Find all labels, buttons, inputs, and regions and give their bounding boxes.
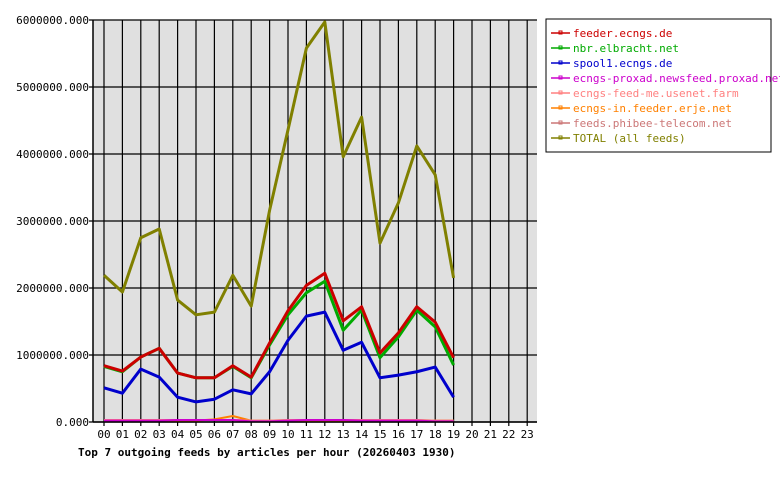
x-axis-label: Top 7 outgoing feeds by articles per hou… (78, 446, 456, 459)
y-tick-label: 3000000.000 (16, 215, 89, 228)
legend-marker (558, 105, 563, 110)
x-tick-label: 20 (465, 428, 478, 441)
x-tick-label: 17 (410, 428, 423, 441)
x-tick-label: 11 (300, 428, 313, 441)
x-tick-label: 09 (263, 428, 276, 441)
series-line-feeder-ecngs-de (103, 271, 455, 380)
legend-box (545, 18, 772, 153)
x-tick-label: 15 (373, 428, 386, 441)
x-tick-label: 02 (134, 428, 147, 441)
legend-marker (558, 60, 563, 65)
legend-entry: nbr.elbracht.net (573, 42, 679, 55)
legend-marker (558, 90, 563, 95)
x-tick-label: 04 (171, 428, 185, 441)
x-tick-label: 03 (153, 428, 166, 441)
legend-marker (558, 30, 563, 35)
x-tick-label: 05 (189, 428, 202, 441)
series-line-spool1-ecngs-de (103, 310, 455, 404)
x-tick-label: 18 (429, 428, 442, 441)
legend-entry: ecngs-feed-me.usenet.farm (573, 87, 739, 100)
x-tick-label: 21 (484, 428, 497, 441)
legend-entry: spool1.ecngs.de (573, 57, 672, 70)
series-line-ecngs-proxad-newsfeed-proxad-net (104, 418, 454, 423)
legend-entry: feeds.phibee-telecom.net (573, 117, 732, 130)
legend-marker (558, 75, 563, 80)
x-tick-label: 12 (318, 428, 331, 441)
series-line-total-all-feeds- (102, 20, 456, 317)
x-tick-label: 13 (337, 428, 350, 441)
x-tick-label: 19 (447, 428, 460, 441)
y-tick-label: 5000000.000 (16, 81, 89, 94)
legend-entry: ecngs-in.feeder.erje.net (573, 102, 732, 115)
x-tick-label: 22 (502, 428, 515, 441)
x-tick-label: 06 (208, 428, 221, 441)
x-tick-label: 01 (116, 428, 129, 441)
legend-marker (558, 135, 563, 140)
x-tick-label: 23 (521, 428, 534, 441)
legend-marker (558, 120, 563, 125)
x-tick-label: 16 (392, 428, 405, 441)
legend-entry: TOTAL (all feeds) (573, 132, 686, 145)
x-tick-label: 00 (97, 428, 110, 441)
y-tick-label: 0.000 (56, 416, 89, 429)
legend: feeder.ecngs.de nbr.elbracht.net spool1.ec… (545, 18, 780, 153)
y-tick-label: 1000000.000 (16, 349, 89, 362)
x-tick-label: 07 (226, 428, 239, 441)
y-tick-label: 2000000.000 (16, 282, 89, 295)
legend-marker (558, 45, 563, 50)
x-tick-label: 08 (245, 428, 258, 441)
x-tick-label: 14 (355, 428, 369, 441)
y-tick-label: 4000000.000 (16, 148, 89, 161)
legend-entry: feeder.ecngs.de (573, 27, 672, 40)
x-tick-label: 10 (281, 428, 294, 441)
legend-entry: ecngs-proxad.newsfeed.proxad.net (573, 72, 780, 85)
y-tick-label: 6000000.000 (16, 14, 89, 27)
